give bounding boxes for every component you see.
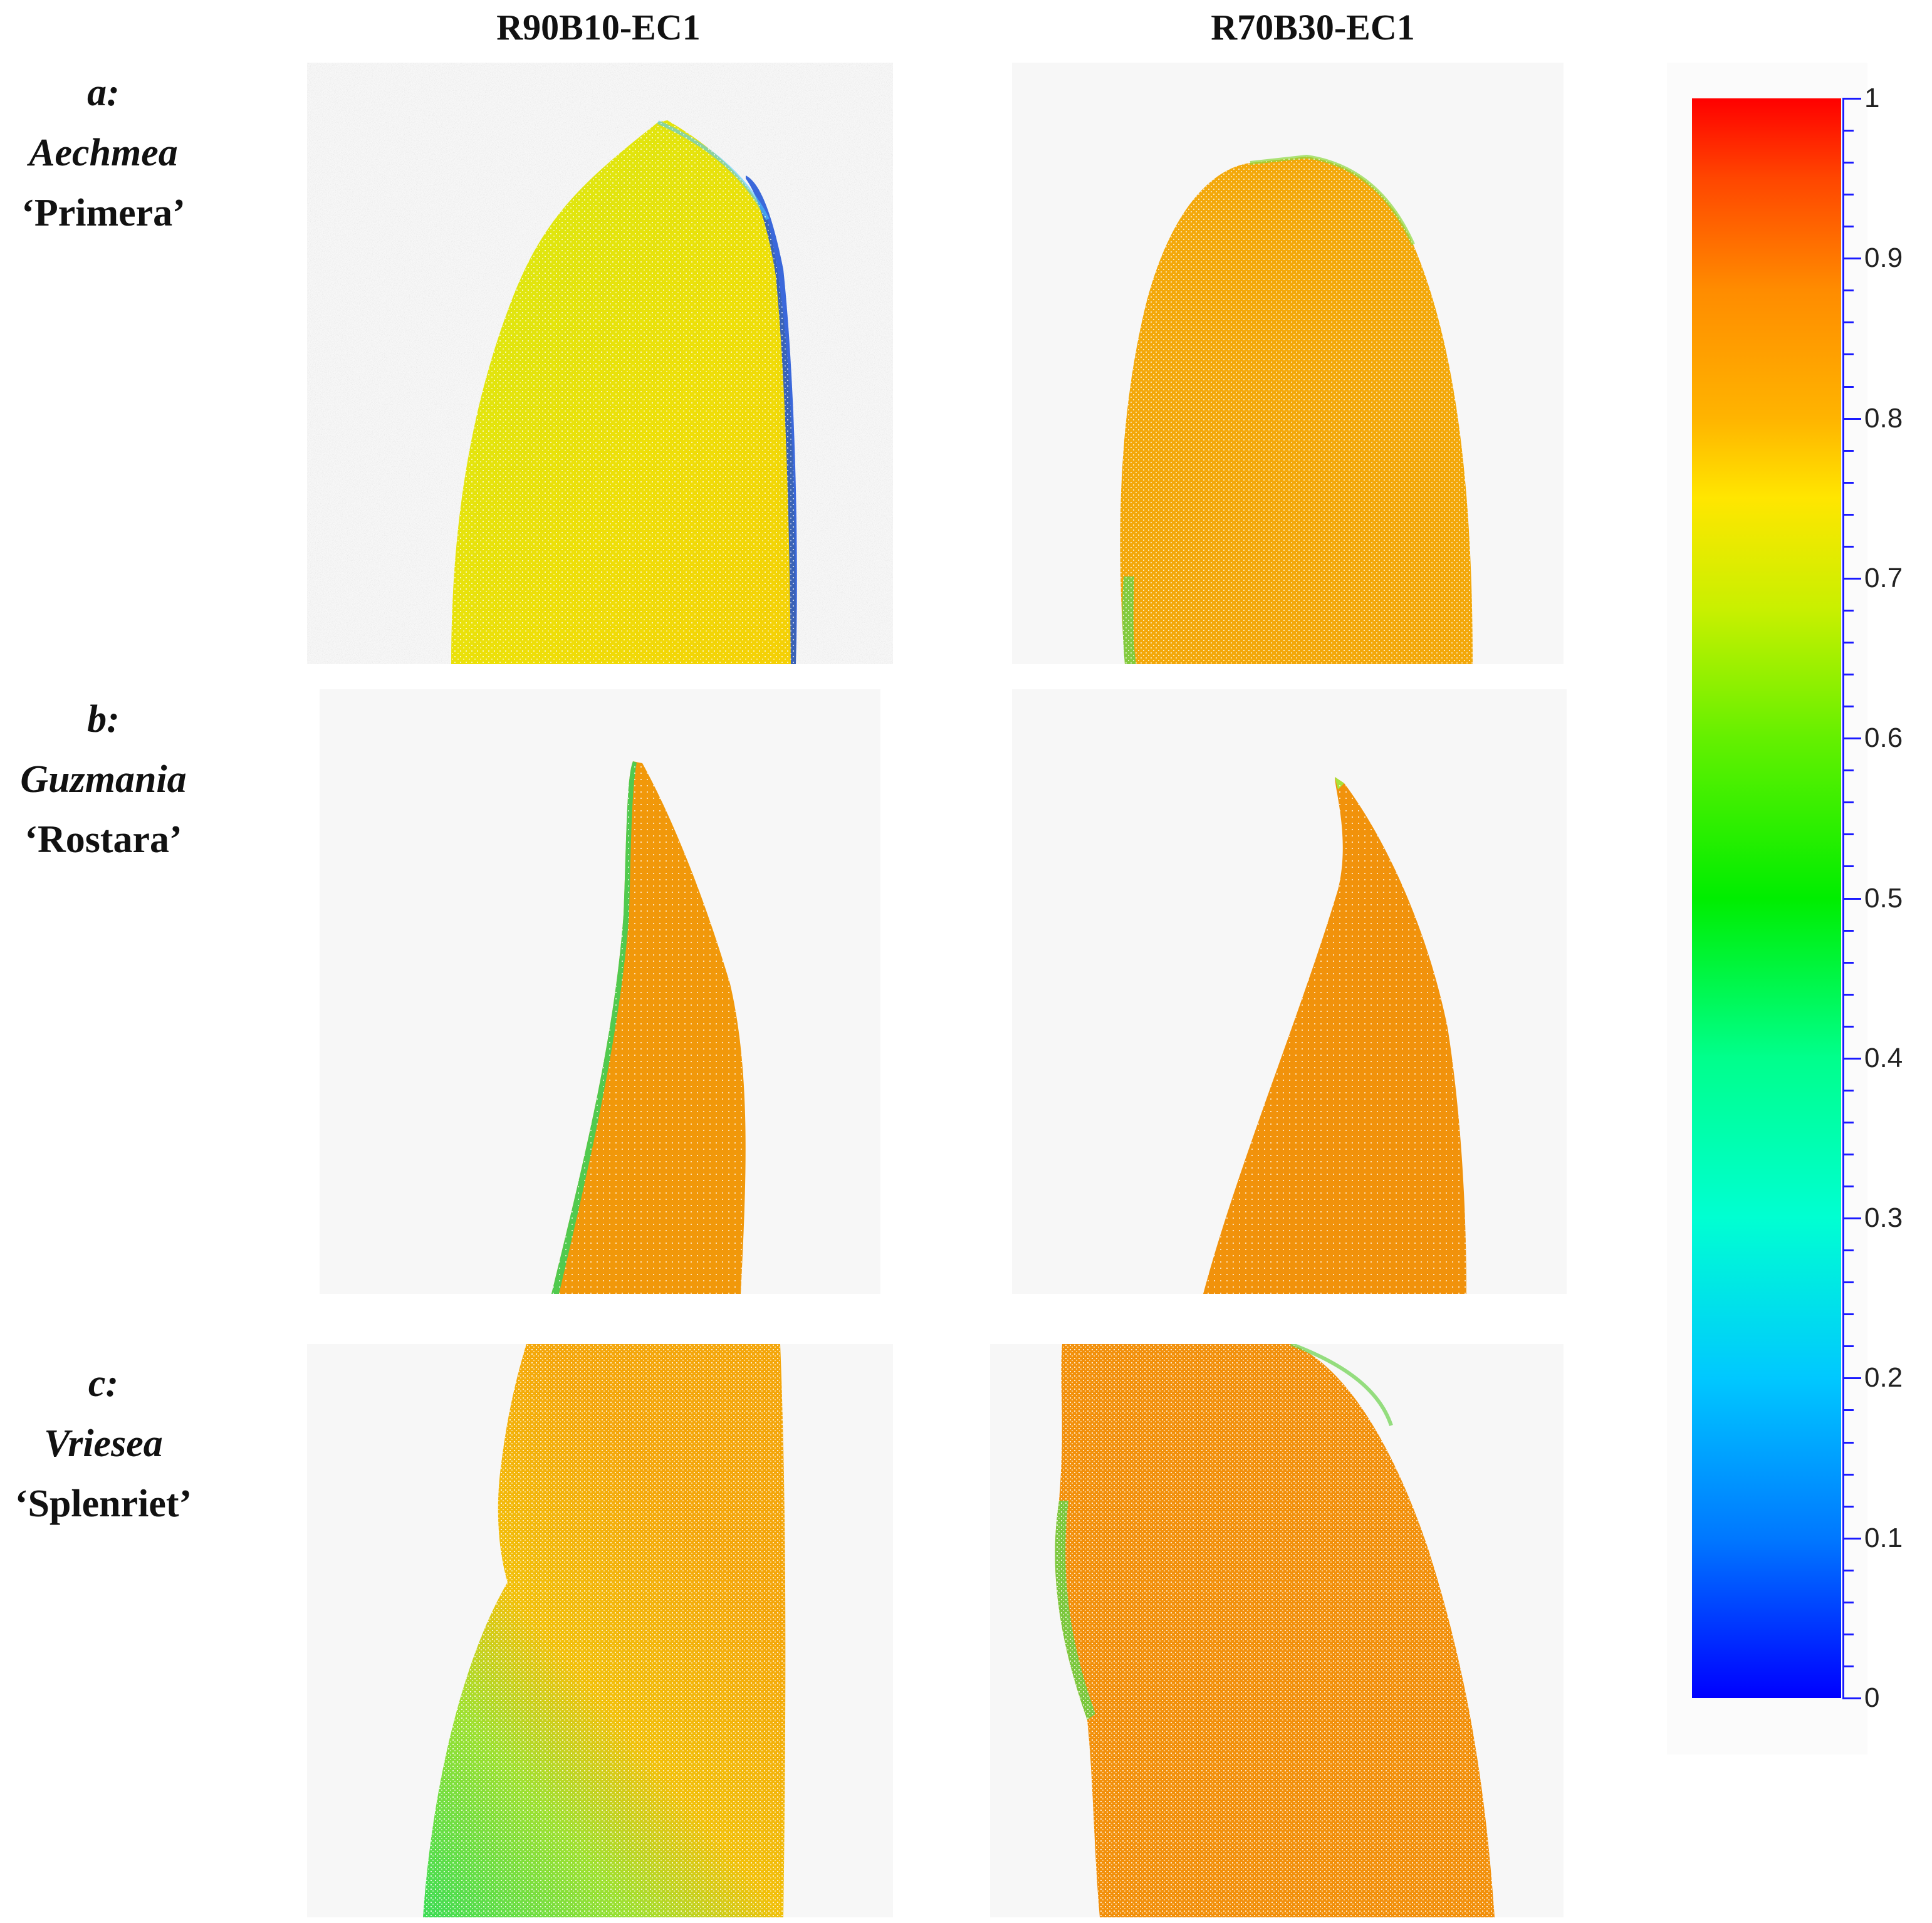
colorbar-minor-tick [1842,1665,1854,1667]
colorbar-minor-tick [1842,929,1854,932]
colorbar-minor-tick [1842,961,1854,964]
colorbar-minor-tick [1842,289,1854,292]
colorbar-major-tick [1842,417,1861,420]
colorbar-minor-tick [1842,1025,1854,1028]
colorbar-minor-tick [1842,545,1854,548]
colorbar-major-tick [1842,1217,1861,1220]
colorbar-minor-tick [1842,769,1854,772]
colorbar-major-tick [1842,1057,1861,1060]
colorbar-minor-tick [1842,674,1854,676]
colorbar-minor-tick [1842,1441,1854,1444]
row-letter: c: [88,1362,119,1405]
colorbar-minor-tick [1842,865,1854,868]
colorbar-minor-tick [1842,1313,1854,1316]
colorbar-minor-tick [1842,801,1854,804]
colorbar-tick-label: 0.9 [1864,242,1903,274]
colorbar-tick-label: 0.1 [1864,1522,1903,1553]
row-cultivar: ‘Splenriet’ [14,1483,192,1525]
colorbar-tick-label: 1 [1864,83,1880,113]
colorbar-minor-tick [1842,353,1854,356]
colorbar-minor-tick [1842,194,1854,196]
colorbar-minor-tick [1842,385,1854,388]
colorbar-minor-tick [1842,609,1854,612]
leaf-image-guzmania-r90b10 [320,689,880,1294]
row-genus: Vriesea [44,1422,163,1465]
row-genus: Guzmania [20,758,187,801]
colorbar-tick-label: 0.8 [1864,402,1903,434]
colorbar-minor-tick [1842,226,1854,228]
colorbar-minor-tick [1842,321,1854,324]
row-label-a: a: Aechmea ‘Primera’ [0,63,207,243]
colorbar-tick-label: 0.5 [1864,882,1903,914]
row-genus: Aechmea [29,132,178,174]
colorbar-minor-tick [1842,1569,1854,1571]
colorbar-minor-tick [1842,1186,1854,1188]
colorbar-minor-tick [1842,1633,1854,1635]
column-header-r90b10: R90B10-EC1 [496,7,701,48]
colorbar-tick-label: 0.2 [1864,1362,1903,1394]
leaf-image-vriesea-r90b10 [307,1344,893,1917]
colorbar-major-tick [1842,1537,1861,1540]
colorbar-minor-tick [1842,1409,1854,1412]
colorbar-minor-tick [1842,449,1854,452]
colorbar-tick-label: 0.3 [1864,1202,1903,1234]
colorbar-major-tick [1842,98,1861,100]
leaf-image-aechmea-r90b10 [307,63,893,664]
row-label-c: c: Vriesea ‘Splenriet’ [0,1353,207,1534]
colorbar-tick-label: 0.6 [1864,722,1903,754]
leaf-image-guzmania-r70b30 [1012,689,1567,1294]
colorbar-minor-tick [1842,642,1854,644]
colorbar-major-tick [1842,897,1861,900]
colorbar-minor-tick [1842,1249,1854,1252]
colorbar-minor-tick [1842,481,1854,484]
leaf-image-aechmea-r70b30 [1012,63,1564,664]
colorbar-major-tick [1842,258,1861,260]
colorbar-minor-tick [1842,1153,1854,1155]
colorbar-minor-tick [1842,1345,1854,1348]
colorbar-major-tick [1842,1377,1861,1380]
colorbar-major-tick [1842,577,1861,580]
row-letter: a: [87,71,120,114]
colorbar-minor-tick [1842,1281,1854,1284]
leaf-image-vriesea-r70b30 [990,1344,1564,1917]
colorbar-minor-tick [1842,1601,1854,1603]
colorbar-minor-tick [1842,513,1854,516]
colorbar-minor-tick [1842,162,1854,164]
colorbar [1692,98,1841,1698]
row-cultivar: ‘Rostara’ [24,818,182,861]
colorbar-minor-tick [1842,993,1854,996]
row-letter: b: [87,698,120,741]
colorbar-tick-label: 0 [1864,1682,1880,1713]
row-label-b: b: Guzmania ‘Rostara’ [0,689,207,870]
colorbar-tick-label: 0.4 [1864,1042,1903,1073]
colorbar-tick-label: 0.7 [1864,562,1903,593]
row-cultivar: ‘Primera’ [21,192,185,234]
colorbar-minor-tick [1842,130,1854,132]
colorbar-minor-tick [1842,1505,1854,1508]
colorbar-major-tick [1842,1697,1861,1699]
colorbar-minor-tick [1842,1473,1854,1476]
colorbar-minor-tick [1842,833,1854,836]
colorbar-minor-tick [1842,1121,1854,1123]
colorbar-major-tick [1842,737,1861,740]
colorbar-minor-tick [1842,1089,1854,1092]
colorbar-minor-tick [1842,706,1854,708]
column-header-r70b30: R70B30-EC1 [1211,7,1415,48]
